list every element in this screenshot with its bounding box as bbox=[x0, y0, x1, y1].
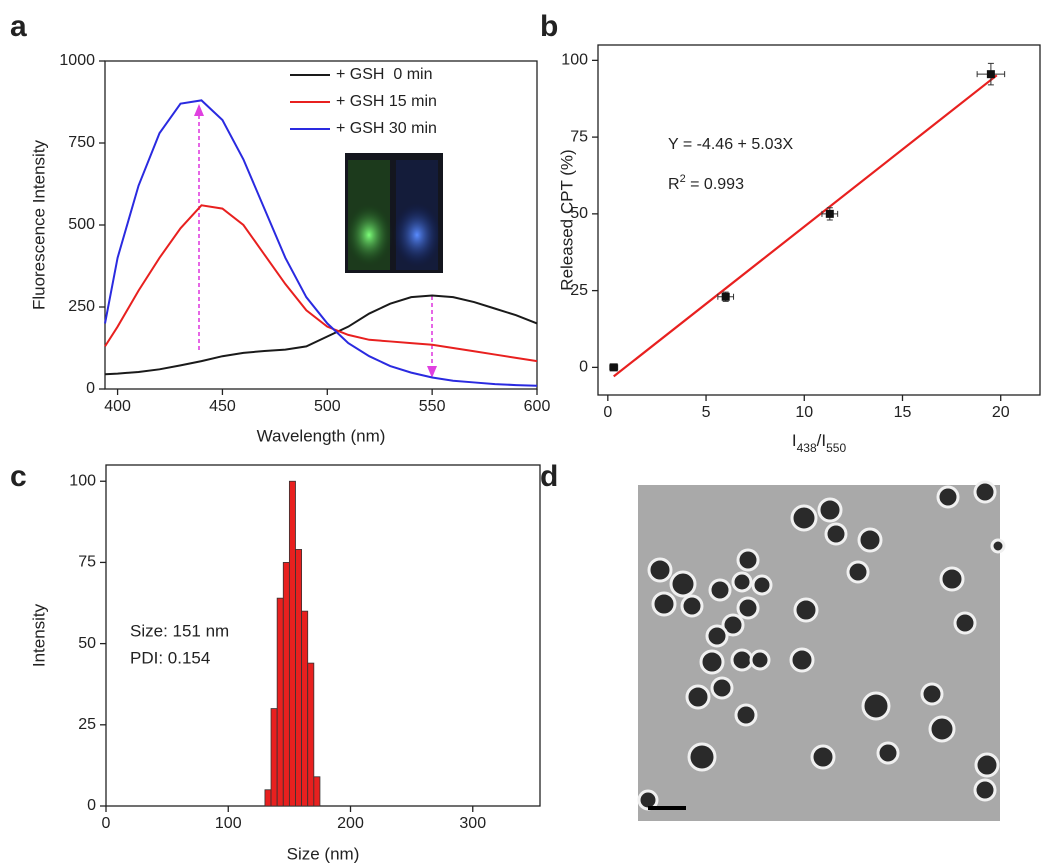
inset-photo bbox=[345, 153, 443, 273]
y-tick-label: 750 bbox=[68, 134, 95, 151]
r-squared-part: R bbox=[668, 176, 680, 193]
x-axis-label: Size (nm) bbox=[287, 844, 360, 863]
bar bbox=[276, 597, 284, 807]
x-tick-label: 5 bbox=[702, 404, 711, 421]
point bbox=[721, 292, 730, 301]
y-axis-label: Intensity bbox=[29, 603, 48, 667]
bar bbox=[295, 549, 303, 807]
x-tick-label: 0 bbox=[603, 404, 612, 421]
x-tick-label: 100 bbox=[215, 815, 242, 832]
y-tick-label: 100 bbox=[561, 52, 588, 69]
x-tick-label: 20 bbox=[992, 404, 1010, 421]
y-tick-label: 0 bbox=[87, 797, 96, 814]
bar bbox=[288, 480, 296, 807]
x-axis-label-part: 438 bbox=[797, 441, 817, 455]
legend-label: + GSH 0 min bbox=[336, 66, 432, 83]
y-tick-label: 50 bbox=[570, 205, 588, 222]
y-tick-label: 25 bbox=[78, 716, 96, 733]
y-tick-label: 500 bbox=[68, 216, 95, 233]
r-squared-part: = 0.993 bbox=[686, 176, 744, 193]
x-axis-label: Wavelength (nm) bbox=[257, 426, 386, 445]
x-tick-label: 500 bbox=[314, 398, 341, 415]
panel-label: d bbox=[540, 460, 558, 493]
line-series bbox=[104, 294, 538, 376]
x-axis-label-part: 550 bbox=[826, 441, 846, 455]
y-tick-label: 75 bbox=[78, 554, 96, 571]
x-tick-label: 400 bbox=[104, 398, 131, 415]
axes-frame bbox=[105, 464, 541, 807]
panel-label: a bbox=[10, 10, 27, 43]
bar bbox=[282, 562, 290, 807]
y-tick-label: 250 bbox=[68, 298, 95, 315]
bar bbox=[301, 610, 309, 807]
panel-label: c bbox=[10, 460, 27, 493]
legend-label: + GSH 15 min bbox=[336, 93, 437, 110]
point bbox=[825, 209, 834, 218]
r-squared-part: 2 bbox=[680, 173, 686, 185]
x-tick-label: 600 bbox=[524, 398, 551, 415]
x-tick-label: 10 bbox=[795, 404, 813, 421]
x-tick-label: 15 bbox=[894, 404, 912, 421]
line-series bbox=[104, 204, 538, 363]
y-tick-label: 0 bbox=[579, 359, 588, 376]
x-tick-label: 550 bbox=[419, 398, 446, 415]
x-axis-label: I438/I550 bbox=[792, 431, 847, 455]
axes-frame bbox=[597, 44, 1041, 396]
bar bbox=[264, 789, 272, 807]
r-squared: R2 = 0.993 bbox=[668, 173, 744, 193]
y-axis-label: Fluorescence Intensity bbox=[29, 139, 48, 310]
panel-label: b bbox=[540, 10, 558, 43]
point bbox=[986, 70, 995, 79]
arrows bbox=[194, 104, 437, 378]
annotation: PDI: 0.154 bbox=[130, 648, 210, 667]
y-tick-label: 100 bbox=[69, 472, 96, 489]
annotation: Size: 151 nm bbox=[130, 621, 229, 640]
tem-image bbox=[637, 480, 1006, 821]
equation: Y = -4.46 + 5.03X bbox=[668, 136, 793, 153]
y-axis-label: Released CPT (%) bbox=[557, 149, 576, 290]
x-tick-label: 450 bbox=[209, 398, 236, 415]
x-tick-label: 0 bbox=[102, 815, 111, 832]
y-tick-label: 25 bbox=[570, 282, 588, 299]
x-tick-label: 300 bbox=[459, 815, 486, 832]
bar bbox=[307, 662, 315, 807]
point bbox=[609, 363, 618, 372]
y-tick-label: 50 bbox=[78, 635, 96, 652]
fit-line bbox=[613, 74, 998, 378]
bar bbox=[270, 708, 278, 807]
x-axis-label-part: I bbox=[792, 431, 797, 450]
y-tick-label: 1000 bbox=[59, 52, 95, 69]
y-tick-label: 0 bbox=[86, 380, 95, 397]
y-tick-label: 75 bbox=[570, 128, 588, 145]
bar bbox=[313, 776, 321, 807]
legend-label: + GSH 30 min bbox=[336, 120, 437, 137]
x-axis-label-part: /I bbox=[817, 431, 826, 450]
line-series bbox=[104, 99, 538, 387]
x-tick-label: 200 bbox=[337, 815, 364, 832]
